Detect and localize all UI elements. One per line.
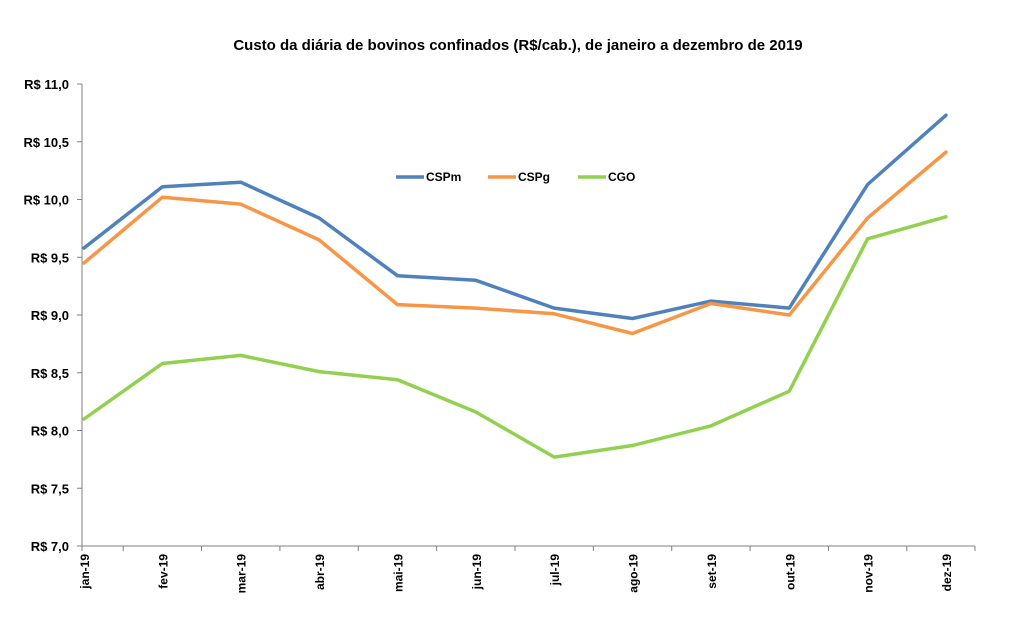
data-point <box>944 113 948 117</box>
legend: CSPm CSPg CGO <box>396 170 635 184</box>
series-cspm <box>82 113 948 321</box>
data-point <box>474 278 478 282</box>
data-point <box>395 303 399 307</box>
x-axis-ticks: jan-19 fev-19 mar-19 abr-19 mai-19 jun-19 jul-… <box>78 546 976 594</box>
data-point <box>552 312 556 316</box>
y-tick-label: R$ 10,0 <box>23 193 69 208</box>
y-tick-label: R$ 7,5 <box>31 481 69 496</box>
data-point <box>317 216 321 220</box>
data-point <box>552 455 556 459</box>
data-point <box>82 261 86 265</box>
y-axis-ticks: R$ 7,0 R$ 7,5 R$ 8,0 R$ 8,5 R$ 9,0 R$ 9,5 R$ 1… <box>23 77 82 554</box>
axes <box>81 84 975 547</box>
x-tick-label: jul-19 <box>548 554 562 587</box>
data-point <box>239 353 243 357</box>
data-point <box>82 246 86 250</box>
data-point <box>866 216 870 220</box>
data-point <box>474 306 478 310</box>
data-point <box>709 301 713 305</box>
legend-label: CSPg <box>518 170 550 184</box>
data-point <box>317 238 321 242</box>
y-tick-label: R$ 8,0 <box>31 424 69 439</box>
data-point <box>787 389 791 393</box>
data-point <box>160 195 164 199</box>
data-point <box>944 150 948 154</box>
data-point <box>317 370 321 374</box>
x-tick-label: jun-19 <box>470 554 484 591</box>
data-point <box>631 331 635 335</box>
x-tick-label: nov-19 <box>862 554 876 593</box>
data-point <box>395 378 399 382</box>
data-point <box>474 410 478 414</box>
series-line <box>82 215 948 459</box>
data-point <box>709 424 713 428</box>
data-point <box>787 313 791 317</box>
legend-label: CGO <box>608 170 635 184</box>
data-point <box>82 417 86 421</box>
x-tick-label: mar-19 <box>235 554 249 594</box>
y-tick-label: R$ 9,5 <box>31 250 69 265</box>
x-tick-label: fev-19 <box>156 554 170 589</box>
x-tick-label: jan-19 <box>78 554 92 590</box>
legend-label: CSPm <box>426 170 461 184</box>
data-point <box>160 185 164 189</box>
x-tick-label: set-19 <box>705 554 719 589</box>
data-point <box>631 316 635 320</box>
x-tick-label: out-19 <box>783 554 797 590</box>
y-tick-label: R$ 8,5 <box>31 366 69 381</box>
data-point <box>787 306 791 310</box>
data-point <box>395 274 399 278</box>
x-tick-label: abr-19 <box>313 554 327 590</box>
y-tick-label: R$ 7,0 <box>31 539 69 554</box>
x-tick-label: ago-19 <box>627 554 641 593</box>
chart-title: Custo da diária de bovinos confinados (R… <box>233 37 802 54</box>
x-tick-label: dez-19 <box>940 554 954 592</box>
series-cspg <box>82 150 948 336</box>
y-tick-label: R$ 10,5 <box>23 135 69 150</box>
x-tick-label: mai-19 <box>391 554 405 592</box>
data-point <box>866 237 870 241</box>
y-tick-label: R$ 9,0 <box>31 308 69 323</box>
data-point <box>944 215 948 219</box>
data-point <box>552 306 556 310</box>
data-point <box>866 182 870 186</box>
series-line <box>82 113 948 321</box>
series-cgo <box>82 215 948 459</box>
data-point <box>631 444 635 448</box>
data-point <box>239 202 243 206</box>
series-line <box>82 150 948 336</box>
y-tick-label: R$ 11,0 <box>24 77 69 92</box>
data-point <box>239 180 243 184</box>
data-point <box>160 362 164 366</box>
series-lines <box>82 113 948 459</box>
